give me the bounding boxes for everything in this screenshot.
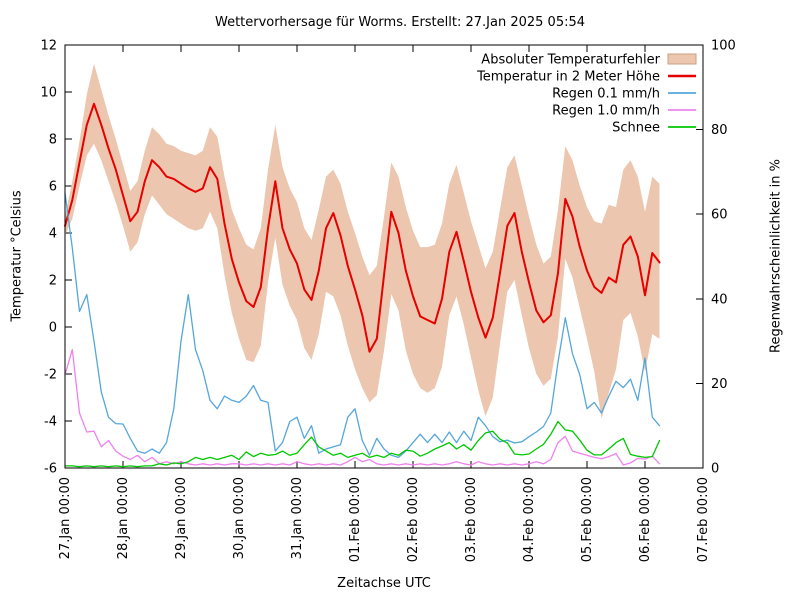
x-tick-label: 29.Jan 00:00: [174, 477, 189, 559]
x-tick-labels: 27.Jan 00:00 28.Jan 00:00 29.Jan 00:00 30.J…: [58, 477, 711, 562]
y-left-tick-label: -2: [44, 368, 57, 383]
x-tick-label: 31.Jan 00:00: [290, 477, 305, 559]
legend-band-swatch: [667, 53, 697, 65]
y-left-tick-label: 10: [40, 86, 57, 101]
y-left-tick-label: 4: [49, 227, 57, 242]
x-tick-label: 06.Feb 00:00: [638, 477, 653, 562]
x-tick-label: 27.Jan 00:00: [58, 477, 73, 559]
y-right-tick-label: 0: [711, 462, 719, 477]
legend-label: Regen 1.0 mm/h: [552, 104, 660, 119]
series-band-temperaturfehler: [65, 63, 660, 419]
y-right-tick-label: 60: [711, 208, 728, 223]
x-axis-label: Zeitachse UTC: [337, 576, 431, 591]
y-right-tick-labels: 0 20 40 60 80 100: [711, 39, 736, 477]
y-right-tick-label: 20: [711, 377, 728, 392]
y-left-tick-label: -6: [44, 462, 57, 477]
y-left-tick-label: 6: [49, 180, 57, 195]
series-line-temperatur-in-2-meter-h-he: [64, 102, 661, 353]
y-right-tick-label: 40: [711, 292, 728, 307]
y-left-tick-labels: -6 -4 -2 0 2 4 6 8 10 12: [40, 39, 57, 477]
series-line-regen-0-1-mm-h: [64, 192, 661, 459]
chart-title: Wettervorhersage für Worms. Erstellt: 27…: [214, 15, 586, 30]
x-tick-label: 01.Feb 00:00: [348, 477, 363, 562]
x-tick-label: 05.Feb 00:00: [580, 477, 595, 562]
x-tick-label: 04.Feb 00:00: [522, 477, 537, 562]
y-left-tick-label: 12: [40, 39, 57, 54]
x-tick-label: 30.Jan 00:00: [232, 477, 247, 559]
x-tick-label: 28.Jan 00:00: [116, 477, 131, 559]
legend-label: Schnee: [612, 121, 660, 136]
y-right-tick-label: 100: [711, 39, 736, 54]
y-left-tick-label: 8: [49, 133, 57, 148]
y-right-tick-label: 80: [711, 123, 728, 138]
x-tick-label: 02.Feb 00:00: [406, 477, 421, 562]
legend-label: Absoluter Temperaturfehler: [481, 53, 660, 68]
series-line-schnee: [64, 420, 661, 468]
y-left-tick-label: 2: [49, 274, 57, 289]
legend-label: Regen 0.1 mm/h: [552, 87, 660, 102]
y-left-tick-label: 0: [49, 321, 57, 336]
x-tick-label: 07.Feb 00:00: [696, 477, 711, 562]
y-left-tick-label: -4: [44, 415, 57, 430]
series-line-regen-1-0-mm-h: [64, 348, 661, 466]
plot-frame: [64, 44, 704, 469]
legend-label: Temperatur in 2 Meter Höhe: [476, 70, 660, 85]
legend: Absoluter Temperaturfehler Temperatur in …: [476, 53, 697, 136]
x-tick-label: 03.Feb 00:00: [464, 477, 479, 562]
